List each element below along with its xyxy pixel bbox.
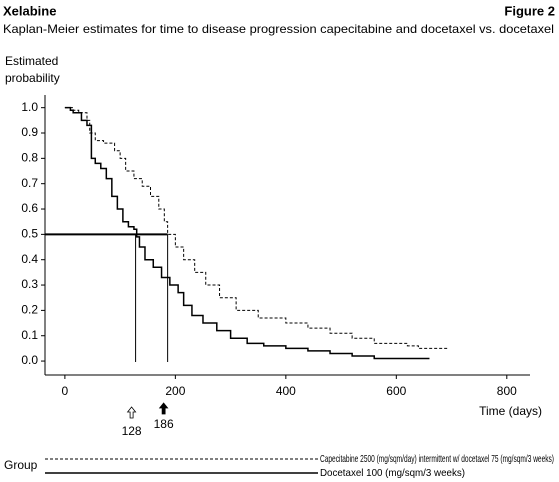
y-tick-label: 0.5 [21, 227, 38, 241]
x-tick-label: 0 [62, 384, 69, 398]
y-tick-label: 0.0 [21, 353, 38, 367]
median-label: 128 [122, 424, 142, 438]
x-axis-label: Time (days) [479, 404, 542, 418]
y-axis-label: Estimated [5, 54, 58, 68]
y-tick-label: 0.9 [21, 125, 38, 139]
y-tick-label: 0.6 [21, 201, 38, 215]
x-tick-label: 600 [386, 384, 406, 398]
y-tick-label: 0.7 [21, 176, 38, 190]
x-tick-label: 400 [276, 384, 296, 398]
median-arrow [126, 406, 137, 419]
median-arrow [158, 402, 169, 415]
y-tick-label: 0.1 [21, 328, 38, 342]
x-tick-label: 200 [165, 384, 185, 398]
km-curve [64, 106, 430, 360]
y-tick-label: 1.0 [21, 100, 38, 114]
legend-label: Capecitabine 2500 (mg/sqm/day) intermitt… [320, 453, 554, 465]
y-tick-label: 0.3 [21, 277, 38, 291]
km-curve [64, 107, 449, 349]
y-tick-label: 0.8 [21, 151, 38, 165]
x-tick-label: 800 [497, 384, 517, 398]
y-axis-label: probability [5, 71, 60, 85]
chart-title: Kaplan-Meier estimates for time to disea… [3, 22, 554, 36]
figure-label: Figure 2 [504, 3, 555, 18]
header: Xelabine [3, 3, 56, 18]
y-tick-label: 0.4 [21, 252, 38, 266]
legend-title: Group [4, 458, 38, 472]
y-tick-label: 0.2 [21, 303, 38, 317]
median-label: 186 [154, 417, 174, 431]
legend-label: Docetaxel 100 (mg/sqm/3 weeks) [320, 467, 465, 479]
